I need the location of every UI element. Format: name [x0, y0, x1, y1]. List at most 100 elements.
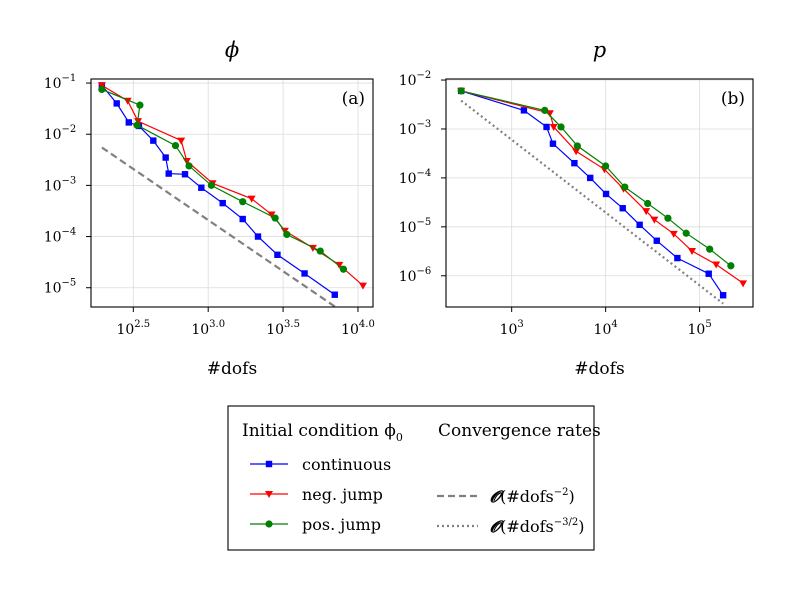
data-point: [274, 251, 281, 258]
series-line: [461, 90, 724, 296]
data-point: [557, 123, 565, 131]
data-point: [549, 140, 557, 147]
data-point: [113, 100, 120, 107]
data-point: [543, 123, 550, 131]
x-axis-label: #dofs: [207, 359, 257, 379]
y-tick-label: 10−5: [44, 278, 77, 297]
plot-frame: [90, 78, 374, 308]
data-point: [644, 199, 652, 208]
reference-line: [101, 146, 336, 308]
data-point: [669, 230, 678, 238]
x-tick-label: 103: [500, 319, 524, 338]
data-point: [619, 205, 626, 212]
x-tick-label: 104.0: [341, 319, 375, 338]
legend-label: pos. jump: [302, 515, 381, 534]
data-point: [572, 148, 581, 156]
data-point: [636, 221, 643, 229]
data-point: [283, 230, 291, 239]
data-point: [650, 216, 659, 224]
chart-p: 103 104 105 10−2 10−3 10−4 10−5 10−6 p (b) #dofs: [399, 38, 754, 379]
x-tick-label: 104: [594, 319, 618, 338]
data-point: [457, 87, 465, 95]
data-point: [271, 214, 279, 222]
data-point: [358, 282, 367, 290]
y-tick-label: 10−1: [44, 73, 77, 92]
data-point: [98, 85, 106, 94]
data-point: [520, 107, 528, 114]
series-line: [101, 85, 336, 296]
data-point: [587, 174, 594, 182]
y-tick-label: 10−4: [44, 227, 77, 246]
legend-label: continuous: [302, 455, 391, 474]
data-point: [541, 106, 549, 114]
series-line: [461, 90, 744, 284]
data-point: [653, 237, 660, 244]
x-axis-label: #dofs: [574, 359, 624, 379]
panel-label: (a): [342, 89, 365, 109]
y-tick-label: 10−4: [399, 168, 432, 187]
data-point: [239, 198, 247, 206]
x-tick-label: 105: [688, 319, 712, 338]
data-point: [571, 159, 578, 167]
data-point: [239, 215, 246, 223]
data-point: [688, 248, 697, 256]
data-point: [727, 262, 735, 270]
data-point: [133, 121, 141, 129]
legend-header-initial-condition: Initial condition ϕ0: [242, 421, 403, 444]
data-point: [247, 195, 256, 203]
data-point: [549, 123, 558, 131]
y-tick-label: 10−6: [399, 266, 432, 285]
data-point: [181, 171, 189, 178]
data-point: [254, 233, 262, 240]
data-point: [674, 254, 681, 262]
data-point: [705, 270, 712, 277]
legend-label: neg. jump: [302, 485, 383, 504]
data-point: [136, 101, 144, 109]
data-point: [198, 184, 205, 191]
x-tick-label: 102.5: [116, 319, 150, 338]
chart-title: p: [593, 38, 606, 62]
x-tick-label: 103.0: [191, 319, 225, 338]
legend-marker: [265, 520, 273, 528]
y-tick-label: 10−2: [44, 124, 77, 143]
y-tick-label: 10−3: [399, 119, 432, 138]
data-point: [664, 214, 672, 222]
data-point: [125, 119, 132, 126]
series-line: [461, 90, 732, 267]
data-point: [712, 261, 721, 269]
legend-header-convergence-rates: Convergence rates: [438, 421, 601, 441]
reference-line: [460, 99, 724, 305]
legend-box: [227, 405, 595, 551]
series-line: [101, 88, 344, 270]
data-point: [642, 208, 651, 216]
panel-label: (b): [721, 89, 745, 109]
data-point: [339, 265, 348, 273]
legend: Initial condition ϕ0 Convergence rates c…: [227, 405, 601, 551]
legend-rate-label: 𝓞(#dofs−3/2): [490, 517, 584, 536]
data-point: [150, 137, 157, 144]
data-point: [207, 181, 215, 189]
chart-title: ϕ: [225, 38, 239, 62]
data-point: [219, 199, 226, 207]
legend-rate-label: 𝓞(#dofs−2): [490, 487, 575, 506]
data-point: [719, 292, 727, 299]
y-tick-label: 10−3: [44, 175, 77, 194]
data-point: [267, 211, 276, 219]
x-tick-label: 103.5: [266, 319, 300, 338]
data-point: [331, 291, 338, 298]
data-point: [185, 162, 193, 170]
data-point: [165, 170, 172, 177]
data-point: [682, 229, 690, 237]
data-point: [177, 137, 186, 145]
legend-marker: [265, 460, 273, 468]
data-point: [171, 141, 180, 150]
data-point: [316, 247, 324, 255]
data-point: [621, 183, 629, 191]
y-tick-label: 10−2: [399, 70, 432, 89]
plot-frame: [445, 78, 754, 308]
data-point: [602, 190, 610, 198]
data-point: [602, 162, 610, 170]
legend-marker: [265, 491, 273, 498]
data-point: [301, 270, 308, 277]
